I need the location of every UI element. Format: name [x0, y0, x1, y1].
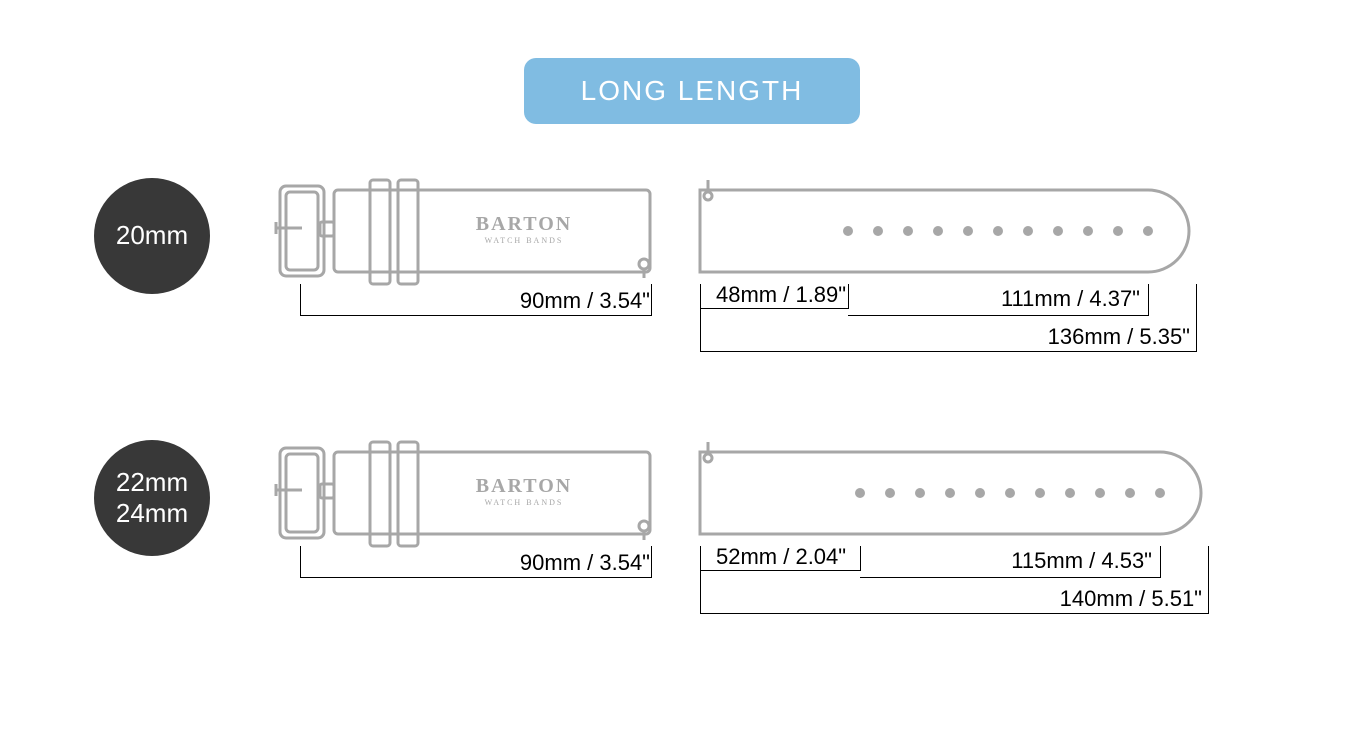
buckle-strap-diagram: BARTON WATCH BANDS	[270, 440, 664, 550]
buckle-dim-label: 90mm / 3.54"	[450, 550, 650, 576]
strap-logo-line1: BARTON	[476, 213, 573, 235]
offset-dim-label: 48mm / 1.89"	[716, 282, 886, 308]
buckle-strap-diagram: BARTON WATCH BANDS	[270, 178, 664, 288]
size-circle: 22mm 24mm	[94, 440, 210, 556]
dim-line	[700, 308, 848, 309]
spec-row-20mm: 20mm BARTON WATCH BANDS 90mm / 3.54"	[0, 178, 1345, 378]
dim-tick	[1160, 546, 1161, 578]
dim-tick	[651, 546, 652, 578]
dim-tick	[651, 284, 652, 316]
dim-line	[700, 613, 1209, 614]
holes-strap-diagram	[690, 440, 1210, 550]
total-dim-label: 140mm / 5.51"	[1002, 586, 1202, 612]
dim-line	[300, 577, 652, 578]
dim-tick	[700, 316, 701, 352]
dim-line	[860, 577, 1161, 578]
offset-dim-label: 52mm / 2.04"	[716, 544, 886, 570]
size-label-1: 22mm	[116, 467, 188, 498]
dim-tick	[1196, 284, 1197, 352]
dim-line	[300, 315, 652, 316]
dim-tick	[300, 546, 301, 578]
title-badge: LONG LENGTH	[524, 58, 860, 124]
dim-tick	[1148, 284, 1149, 316]
strap-logo-line1: BARTON	[476, 475, 573, 497]
holes-strap-diagram	[690, 178, 1200, 288]
size-label-2: 24mm	[116, 498, 188, 529]
dim-tick	[1208, 546, 1209, 614]
dim-line	[700, 570, 860, 571]
dim-line	[848, 315, 1149, 316]
dim-line	[700, 351, 1197, 352]
total-dim-label: 136mm / 5.35"	[990, 324, 1190, 350]
dim-tick	[700, 546, 701, 578]
dim-tick	[300, 284, 301, 316]
buckle-dim-label: 90mm / 3.54"	[450, 288, 650, 314]
holes-dim-label: 111mm / 4.37"	[940, 286, 1140, 312]
size-label: 20mm	[116, 220, 188, 251]
size-circle: 20mm	[94, 178, 210, 294]
strap-logo-line2: WATCH BANDS	[485, 498, 564, 507]
strap-logo-line2: WATCH BANDS	[485, 236, 564, 245]
dim-tick	[700, 284, 701, 316]
dim-tick	[700, 578, 701, 614]
title-text: LONG LENGTH	[581, 75, 804, 107]
holes-dim-label: 115mm / 4.53"	[952, 548, 1152, 574]
spec-row-22-24mm: 22mm 24mm BARTON WATCH BANDS 90mm / 3.54…	[0, 440, 1345, 640]
